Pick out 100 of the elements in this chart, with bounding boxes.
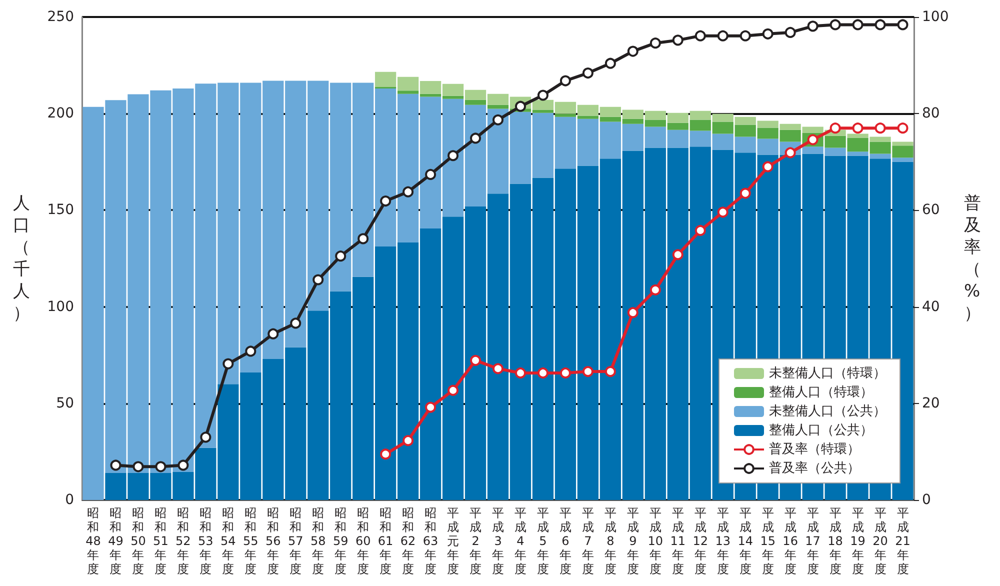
point [268,328,279,340]
point [627,307,638,318]
point [874,122,886,134]
x-tick-label: 平成12年度 [692,506,708,576]
y-tick-label: 0 [65,492,74,508]
x-tick-label: 昭和51年度 [153,506,168,576]
x-tick-label: 平成8年度 [604,506,616,576]
y2-tick-label: 40 [922,298,940,315]
point [358,233,369,244]
x-tick-label: 昭和48年度 [86,506,101,576]
point [380,196,392,207]
point [672,34,684,46]
point [537,90,548,101]
point [155,461,166,472]
x-tick-label: 昭和61年度 [378,506,394,576]
point [852,122,864,134]
x-tick-label: 平成16年度 [782,506,798,576]
x-tick-label: 平成17年度 [805,506,820,576]
y-tick-label: 150 [47,202,74,218]
point [582,366,594,378]
point [222,358,234,370]
point [650,38,661,49]
point [132,461,144,472]
x-tick-label: 昭和49年度 [108,506,124,576]
point [740,30,751,42]
x-tick-label: 平成元年度 [447,506,460,576]
x-tick-label: 平成13年度 [715,506,731,576]
point [694,224,706,236]
point [537,367,548,378]
point [650,284,661,296]
x-tick-label: 昭和60年度 [355,506,371,576]
point [448,150,459,162]
point [402,435,414,446]
x-tick-label: 平成10年度 [648,506,664,576]
point [402,186,414,198]
point [604,58,616,69]
point [830,19,841,30]
y2-tick-label: 100 [922,9,949,25]
y-axis-title: 人口（千人） [13,194,30,324]
bar [892,142,914,146]
point [178,460,189,471]
x-tick-label: 昭和50年度 [130,506,146,576]
x-tick-label: 平成20年度 [872,506,888,576]
legend-label: 整備人口（公共） [769,423,873,438]
point [762,161,774,172]
point [425,168,436,180]
y2-tick-label: 80 [922,106,940,122]
point [200,432,212,443]
point [380,448,392,460]
y-tick-label: 200 [47,106,74,122]
legend-label: 整備人口（特環） [769,385,873,400]
x-tick-label: 昭和54年度 [220,506,236,576]
x-tick-label: 昭和63年度 [422,506,438,576]
x-tick-label: 平成2年度 [470,506,482,576]
x-tick-label: 平成4年度 [514,506,526,576]
point [290,318,302,329]
y-tick-label: 100 [47,298,74,315]
point [425,402,436,413]
point [470,132,482,144]
point [560,367,571,378]
legend-label: 普及率（特環） [769,441,860,457]
x-tick-label: 昭和57年度 [288,506,304,576]
point [492,114,504,126]
y2-tick-label: 0 [922,492,931,508]
bar [464,100,486,105]
point [740,188,751,199]
x-tick-label: 昭和62年度 [400,506,416,576]
point [470,354,482,366]
point [492,363,504,374]
point [717,206,728,218]
point [335,250,346,262]
bar [397,90,419,94]
x-tick-label: 平成9年度 [626,506,639,576]
x-tick-label: 昭和52年度 [176,506,191,576]
point [672,249,684,260]
point [694,30,706,42]
y2-tick-label: 60 [922,202,940,218]
point [874,19,886,30]
x-tick-label: 昭和59年度 [332,506,348,576]
point [852,19,864,30]
point [717,30,728,42]
point [762,28,774,40]
legend-label: 未整備人口（公共） [769,404,886,419]
point [604,366,616,378]
point [110,460,122,471]
x-tick-label: 平成3年度 [492,506,504,576]
x-tick-label: 平成11年度 [670,506,686,576]
y-tick-label: 250 [47,9,74,25]
x-tick-label: 平成18年度 [828,506,843,576]
x-tick-label: 平成19年度 [850,506,866,576]
x-tick-label: 平成14年度 [738,506,753,576]
x-tick-label: 平成7年度 [582,506,594,576]
x-tick-label: 昭和55年度 [243,506,258,576]
point [514,367,526,378]
y-tick-label: 50 [56,395,74,412]
point [807,20,818,32]
point [312,274,324,286]
legend-label: 未整備人口（特環） [769,366,886,381]
x-tick-label: 昭和53年度 [198,506,214,576]
x-tick-label: 平成15年度 [760,506,776,576]
